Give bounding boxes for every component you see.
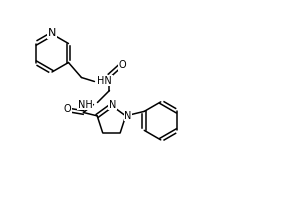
Text: NH: NH (78, 99, 92, 110)
Text: N: N (124, 111, 131, 121)
Text: O: O (64, 104, 71, 114)
Text: N: N (48, 28, 56, 38)
Text: O: O (118, 60, 126, 71)
Text: HN: HN (98, 75, 112, 86)
Text: N: N (109, 99, 116, 110)
